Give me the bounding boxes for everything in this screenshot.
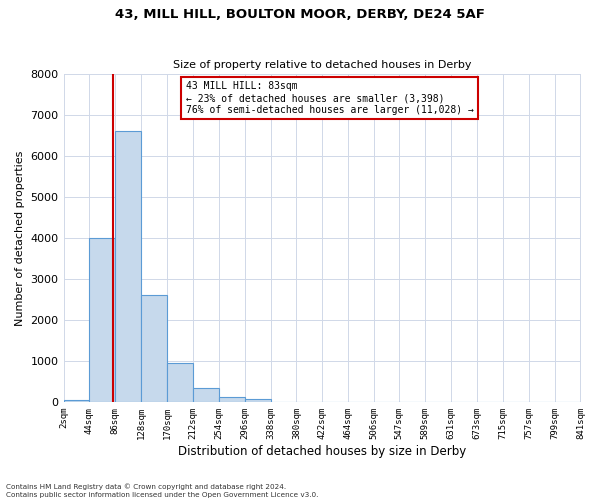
X-axis label: Distribution of detached houses by size in Derby: Distribution of detached houses by size … bbox=[178, 444, 466, 458]
Bar bbox=[219, 396, 245, 402]
Text: 43, MILL HILL, BOULTON MOOR, DERBY, DE24 5AF: 43, MILL HILL, BOULTON MOOR, DERBY, DE24… bbox=[115, 8, 485, 20]
Title: Size of property relative to detached houses in Derby: Size of property relative to detached ho… bbox=[173, 60, 471, 70]
Bar bbox=[141, 296, 167, 402]
Bar bbox=[193, 388, 219, 402]
Text: 43 MILL HILL: 83sqm
← 23% of detached houses are smaller (3,398)
76% of semi-det: 43 MILL HILL: 83sqm ← 23% of detached ho… bbox=[185, 82, 473, 114]
Bar bbox=[115, 132, 141, 402]
Bar bbox=[64, 400, 89, 402]
Bar bbox=[167, 363, 193, 402]
Text: Contains HM Land Registry data © Crown copyright and database right 2024.: Contains HM Land Registry data © Crown c… bbox=[6, 484, 286, 490]
Bar bbox=[89, 238, 115, 402]
Text: Contains public sector information licensed under the Open Government Licence v3: Contains public sector information licen… bbox=[6, 492, 319, 498]
Bar bbox=[245, 398, 271, 402]
Y-axis label: Number of detached properties: Number of detached properties bbox=[15, 150, 25, 326]
